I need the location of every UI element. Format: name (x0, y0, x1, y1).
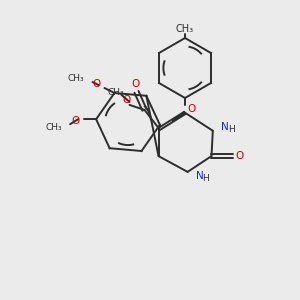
Text: CH₃: CH₃ (46, 123, 62, 132)
Text: O: O (131, 79, 140, 89)
Text: H: H (202, 174, 209, 183)
Text: N: N (196, 171, 203, 181)
Text: O: O (236, 151, 244, 161)
Text: O: O (72, 116, 80, 126)
Text: CH₃: CH₃ (176, 24, 194, 34)
Text: O: O (92, 79, 100, 89)
Text: O: O (122, 95, 130, 105)
Text: N: N (221, 122, 229, 132)
Text: CH₃: CH₃ (107, 88, 124, 98)
Text: CH₃: CH₃ (68, 74, 85, 83)
Text: H: H (228, 125, 235, 134)
Text: O: O (187, 104, 195, 114)
